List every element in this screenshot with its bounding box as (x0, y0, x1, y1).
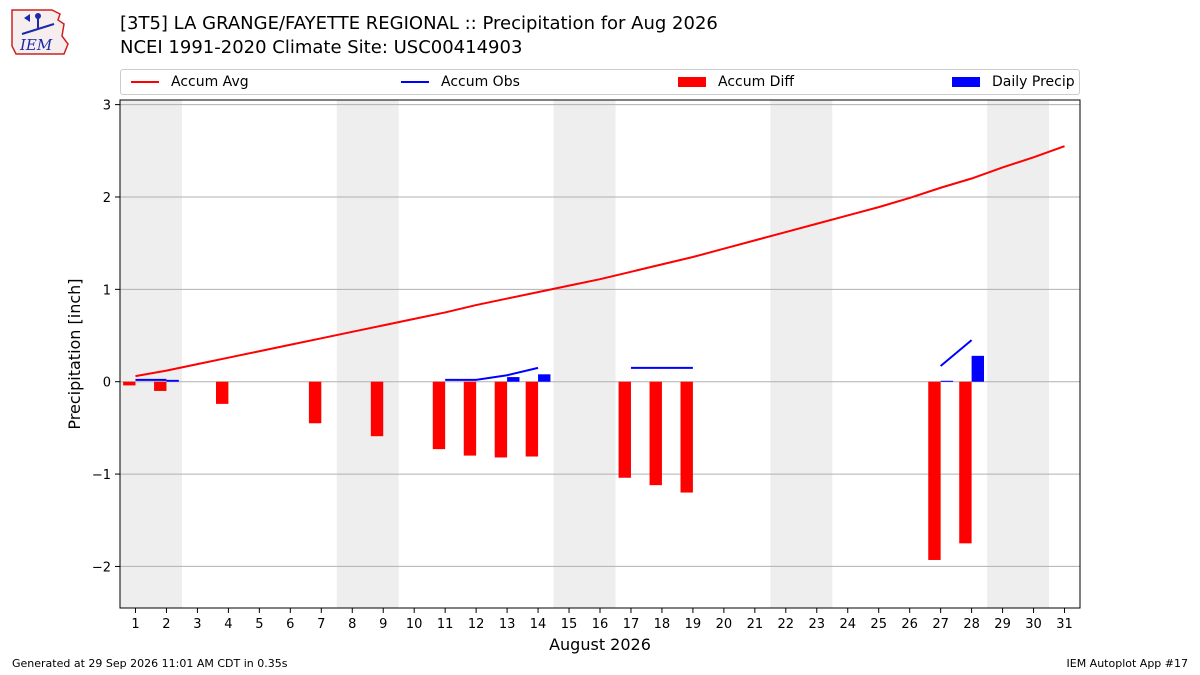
accum-diff-bar (494, 381, 508, 458)
chart-legend: Accum Avg Accum Obs Accum Diff Daily Pre… (120, 69, 1080, 95)
chart-subtitle: NCEI 1991-2020 Climate Site: USC00414903 (120, 37, 523, 58)
legend-label-accum-diff: Accum Diff (718, 74, 795, 90)
accum-diff-bar (680, 381, 693, 493)
y-tick-label: 1 (103, 283, 111, 298)
accum-diff-bar (154, 381, 167, 391)
x-tick-label: 31 (1056, 617, 1073, 632)
accum-obs-segment (445, 366, 539, 381)
x-tick-label: 12 (468, 617, 485, 632)
chart-title: [3T5] LA GRANGE/FAYETTE REGIONAL :: Prec… (120, 13, 718, 34)
accum-diff-bar (525, 381, 539, 457)
y-tick-label: −2 (92, 560, 111, 575)
legend-item-accum-diff: Accum Diff (678, 70, 794, 94)
legend-swatch-accum-obs (401, 81, 429, 83)
x-tick-label: 1 (131, 617, 139, 632)
x-tick-label: 30 (1025, 617, 1042, 632)
daily-precip-bar (538, 374, 551, 382)
weekend-band (120, 100, 182, 608)
accum-diff-bar (308, 381, 322, 424)
legend-label-accum-avg: Accum Avg (171, 74, 249, 90)
x-tick-label: 13 (499, 617, 516, 632)
x-tick-label: 19 (685, 617, 702, 632)
weekend-band (336, 100, 399, 608)
x-tick-label: 28 (963, 617, 980, 632)
x-tick-label: 3 (193, 617, 201, 632)
accum-diff-bar (959, 381, 972, 544)
legend-label-daily-precip: Daily Precip (992, 74, 1075, 90)
weekend-band (987, 100, 1050, 608)
daily-precip-bars (166, 355, 984, 382)
accum-obs-line (135, 339, 973, 381)
weekend-band (553, 100, 616, 608)
daily-precip-bar (166, 379, 179, 382)
x-tick-label: 17 (623, 617, 640, 632)
x-tick-label: 18 (654, 617, 671, 632)
x-axis-ticks: 1 2 3 4 5 6 7 8 9 10 11 12 13 14 15 16 17 18 19 20 21 22 23 24 2… (131, 608, 1073, 632)
iem-logo: IEM (11, 9, 69, 55)
x-tick-label: 4 (224, 617, 232, 632)
logo-text: IEM (19, 36, 53, 54)
x-tick-label: 26 (901, 617, 918, 632)
daily-precip-bar (940, 380, 954, 382)
y-axis-label: Precipitation [inch] (65, 278, 84, 429)
daily-precip-bar (507, 377, 520, 382)
y-tick-label: 2 (103, 191, 111, 206)
weekend-band (770, 100, 833, 608)
footer-generated: Generated at 29 Sep 2026 11:01 AM CDT in… (12, 657, 288, 670)
legend-item-accum-obs: Accum Obs (401, 70, 520, 94)
accum-diff-bar (216, 381, 229, 404)
legend-swatch-accum-diff (678, 77, 706, 87)
x-tick-label: 11 (437, 617, 454, 632)
x-tick-label: 7 (317, 617, 325, 632)
accum-diff-bar (123, 381, 136, 386)
y-tick-label: 3 (103, 99, 111, 114)
x-axis-label: August 2026 (549, 635, 651, 654)
accum-diff-bar (618, 381, 631, 478)
accum-diff-bar (463, 381, 477, 456)
legend-item-daily-precip: Daily Precip (952, 70, 1075, 94)
x-tick-label: 8 (348, 617, 356, 632)
daily-precip-bar (971, 355, 984, 382)
x-tick-label: 29 (994, 617, 1011, 632)
accum-diff-bar (432, 381, 446, 450)
accum-diff-bars (123, 381, 972, 560)
y-tick-label: −1 (92, 468, 111, 483)
x-tick-label: 20 (716, 617, 733, 632)
accum-diff-bar (649, 381, 662, 486)
legend-swatch-accum-avg (131, 81, 159, 83)
x-tick-label: 9 (379, 617, 387, 632)
accum-diff-bar (370, 381, 384, 437)
x-tick-label: 2 (162, 617, 170, 632)
x-tick-label: 16 (592, 617, 609, 632)
legend-swatch-daily-precip (952, 77, 980, 87)
x-tick-label: 6 (286, 617, 294, 632)
legend-item-accum-avg: Accum Avg (131, 70, 249, 94)
x-tick-label: 10 (406, 617, 423, 632)
x-tick-label: 24 (839, 617, 856, 632)
x-tick-label: 27 (932, 617, 949, 632)
accum-avg-line (135, 145, 1065, 378)
accum-obs-segment (940, 339, 973, 367)
y-tick-label: 0 (103, 376, 111, 391)
x-tick-label: 15 (561, 617, 578, 632)
x-tick-label: 14 (530, 617, 547, 632)
x-tick-label: 21 (747, 617, 764, 632)
x-tick-label: 25 (870, 617, 887, 632)
y-axis-ticks: −2 −1 0 1 2 3 (92, 99, 120, 575)
weekend-shading (120, 100, 1050, 608)
grid-lines (120, 104, 1080, 567)
accum-diff-bar (928, 381, 941, 560)
x-tick-label: 23 (809, 617, 826, 632)
legend-label-accum-obs: Accum Obs (441, 74, 520, 90)
accum-avg-line-path (135, 145, 1065, 378)
x-tick-label: 22 (778, 617, 795, 632)
x-tick-label: 5 (255, 617, 263, 632)
footer-app: IEM Autoplot App #17 (1066, 657, 1189, 670)
